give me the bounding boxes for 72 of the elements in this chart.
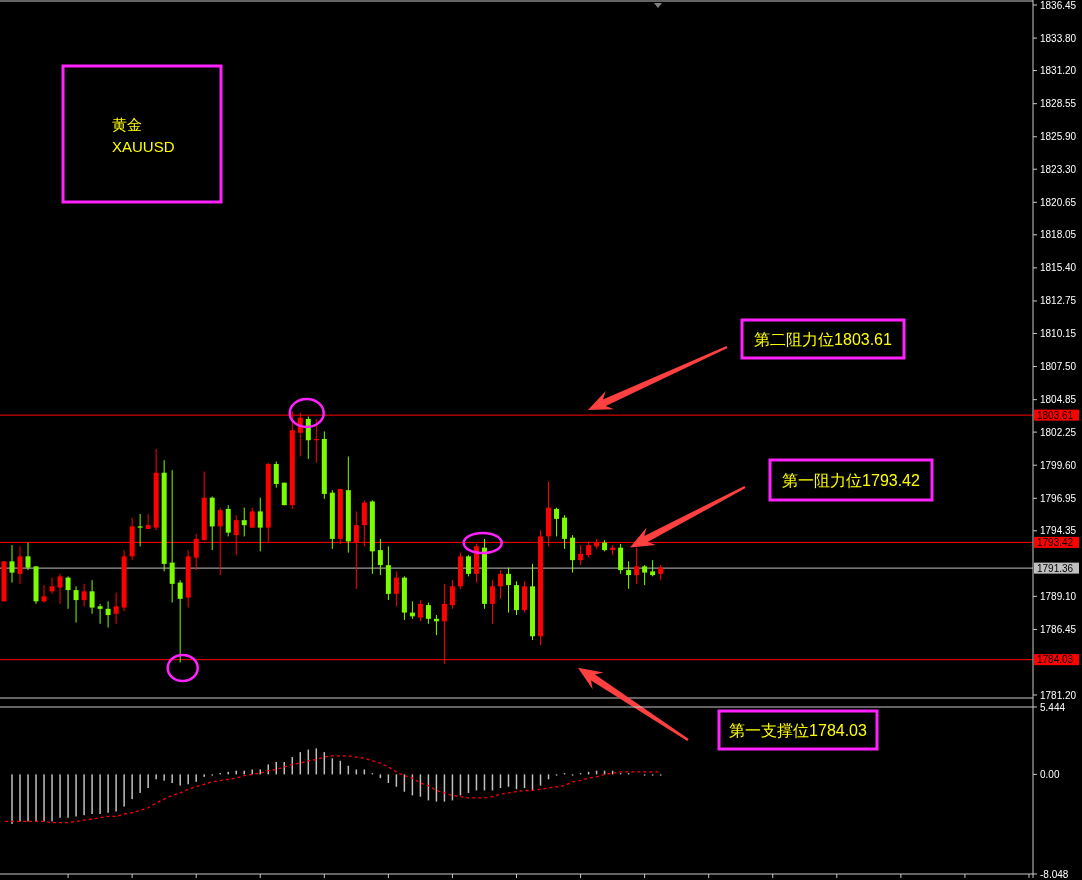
ref-line-label: 1784.03 bbox=[1037, 654, 1074, 666]
y-tick-label: 1823.30 bbox=[1040, 163, 1077, 175]
candlestick bbox=[177, 579, 183, 664]
ref-line-label: 1803.61 bbox=[1037, 409, 1074, 421]
y-tick-label: 1836.45 bbox=[1040, 0, 1077, 11]
candlestick bbox=[25, 542, 31, 571]
candlestick bbox=[570, 534, 576, 574]
y-tick-label: 5.444 bbox=[1040, 701, 1066, 713]
candlestick bbox=[169, 469, 175, 604]
candlestick bbox=[225, 504, 231, 537]
y-tick-label: 1804.85 bbox=[1040, 394, 1077, 406]
annotation: 第二阻力位1803.61 bbox=[754, 330, 893, 348]
candlestick bbox=[105, 600, 111, 629]
candlestick bbox=[89, 579, 95, 615]
y-tick-label: 1789.10 bbox=[1040, 590, 1077, 602]
candlestick bbox=[257, 497, 263, 552]
candlestick bbox=[618, 543, 624, 575]
y-tick-label: 1786.45 bbox=[1040, 623, 1077, 635]
candlestick bbox=[249, 507, 255, 529]
candlestick bbox=[137, 513, 143, 547]
candlestick bbox=[634, 547, 640, 585]
y-tick-label: 1810.15 bbox=[1040, 327, 1077, 339]
candlestick bbox=[465, 554, 471, 577]
candlestick bbox=[626, 560, 632, 590]
candlestick bbox=[9, 544, 15, 584]
y-tick-label: 1794.35 bbox=[1040, 525, 1077, 537]
candlestick bbox=[505, 567, 511, 614]
candlestick bbox=[41, 584, 47, 604]
candlestick bbox=[73, 585, 79, 624]
candlestick bbox=[554, 507, 560, 537]
y-tick-label: 0.00 bbox=[1040, 768, 1060, 780]
candlestick bbox=[393, 570, 399, 607]
y-tick-label: 1799.60 bbox=[1040, 459, 1077, 471]
candlestick bbox=[49, 577, 55, 595]
y-tick-label: 1820.65 bbox=[1040, 196, 1077, 208]
y-tick-label: 1807.50 bbox=[1040, 361, 1077, 373]
candlestick bbox=[522, 580, 528, 614]
candlestick bbox=[425, 602, 431, 625]
y-tick-label: 1815.40 bbox=[1040, 262, 1077, 274]
candlestick bbox=[377, 538, 383, 576]
y-tick-label: 1802.25 bbox=[1040, 426, 1077, 438]
candlestick bbox=[449, 579, 455, 610]
ref-line-label: 1793.42 bbox=[1037, 536, 1074, 548]
candlestick bbox=[417, 599, 423, 622]
candlestick bbox=[241, 507, 247, 537]
candlestick bbox=[489, 579, 495, 625]
candlestick bbox=[145, 513, 151, 530]
candlestick bbox=[57, 573, 63, 605]
y-tick-label: 1818.05 bbox=[1040, 229, 1077, 241]
candlestick bbox=[578, 544, 584, 566]
annotation: 第一阻力位1793.42 bbox=[782, 471, 921, 489]
y-tick-label: -8.048 bbox=[1040, 868, 1069, 880]
y-tick-label: 1831.20 bbox=[1040, 65, 1077, 77]
annotation: 第一支撑位1784.03 bbox=[729, 721, 868, 739]
text: XAUUSD bbox=[112, 137, 175, 155]
y-tick-label: 1833.80 bbox=[1040, 32, 1077, 44]
y-tick-label: 1796.95 bbox=[1040, 492, 1077, 504]
ref-line-label: 1791.36 bbox=[1037, 562, 1074, 574]
candlestick bbox=[497, 569, 503, 600]
candlestick bbox=[642, 564, 648, 586]
candlestick bbox=[273, 460, 279, 489]
text: 黄金 bbox=[112, 115, 142, 133]
candlestick bbox=[17, 545, 23, 585]
y-tick-label: 1828.55 bbox=[1040, 98, 1077, 110]
candlestick bbox=[562, 514, 568, 550]
y-tick-label: 1781.20 bbox=[1040, 689, 1077, 701]
y-tick-label: 1825.90 bbox=[1040, 131, 1077, 143]
candlestick bbox=[113, 592, 119, 625]
candlestick bbox=[81, 583, 87, 607]
candlestick bbox=[97, 603, 103, 625]
candlestick bbox=[65, 575, 71, 610]
y-tick-label: 1812.75 bbox=[1040, 295, 1077, 307]
